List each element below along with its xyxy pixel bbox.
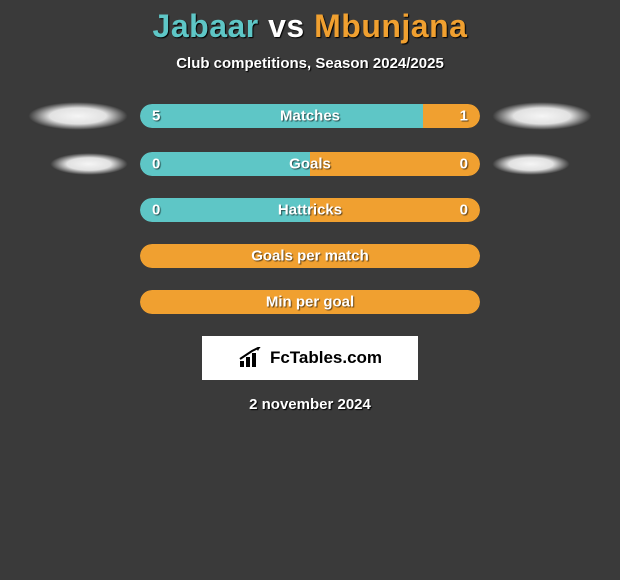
player2-name: Mbunjana [314, 8, 467, 44]
stat-row: Goals 0 0 [0, 152, 620, 176]
bar-segment-left [140, 152, 310, 176]
stat-label: Min per goal [266, 294, 354, 311]
bar-segment-right [423, 104, 480, 128]
player1-name: Jabaar [153, 8, 259, 44]
stat-bar: Hattricks 0 0 [140, 198, 480, 222]
stat-bar: Goals per match [140, 244, 480, 268]
competition-subtitle: Club competitions, Season 2024/2025 [0, 55, 620, 72]
stat-right-value: 0 [460, 202, 468, 219]
stat-label: Goals per match [251, 248, 369, 265]
right-halo [492, 153, 570, 175]
brand-badge: FcTables.com [202, 336, 418, 380]
snapshot-date: 2 november 2024 [0, 396, 620, 413]
stat-row: Goals per match [0, 244, 620, 268]
stat-left-value: 0 [152, 156, 160, 173]
stat-row: Matches 5 1 [0, 102, 620, 130]
bar-segment-right [310, 152, 480, 176]
stat-bar: Min per goal [140, 290, 480, 314]
stat-row: Min per goal [0, 290, 620, 314]
right-halo [492, 102, 592, 130]
left-halo [50, 153, 128, 175]
stat-label: Hattricks [278, 202, 342, 219]
left-halo [28, 102, 128, 130]
stat-left-value: 0 [152, 202, 160, 219]
comparison-title: Jabaar vs Mbunjana [0, 0, 620, 45]
stat-bar: Matches 5 1 [140, 104, 480, 128]
stat-left-value: 5 [152, 108, 160, 125]
stat-right-value: 1 [460, 108, 468, 125]
stat-row: Hattricks 0 0 [0, 198, 620, 222]
stat-bar: Goals 0 0 [140, 152, 480, 176]
chart-icon [238, 347, 264, 369]
stat-label: Goals [289, 156, 331, 173]
stat-right-value: 0 [460, 156, 468, 173]
brand-text: FcTables.com [270, 348, 382, 368]
stat-label: Matches [280, 108, 340, 125]
stats-container: Matches 5 1 Goals 0 0 Hattricks 0 0 Goals per mat… [0, 102, 620, 314]
vs-text: vs [268, 8, 305, 44]
